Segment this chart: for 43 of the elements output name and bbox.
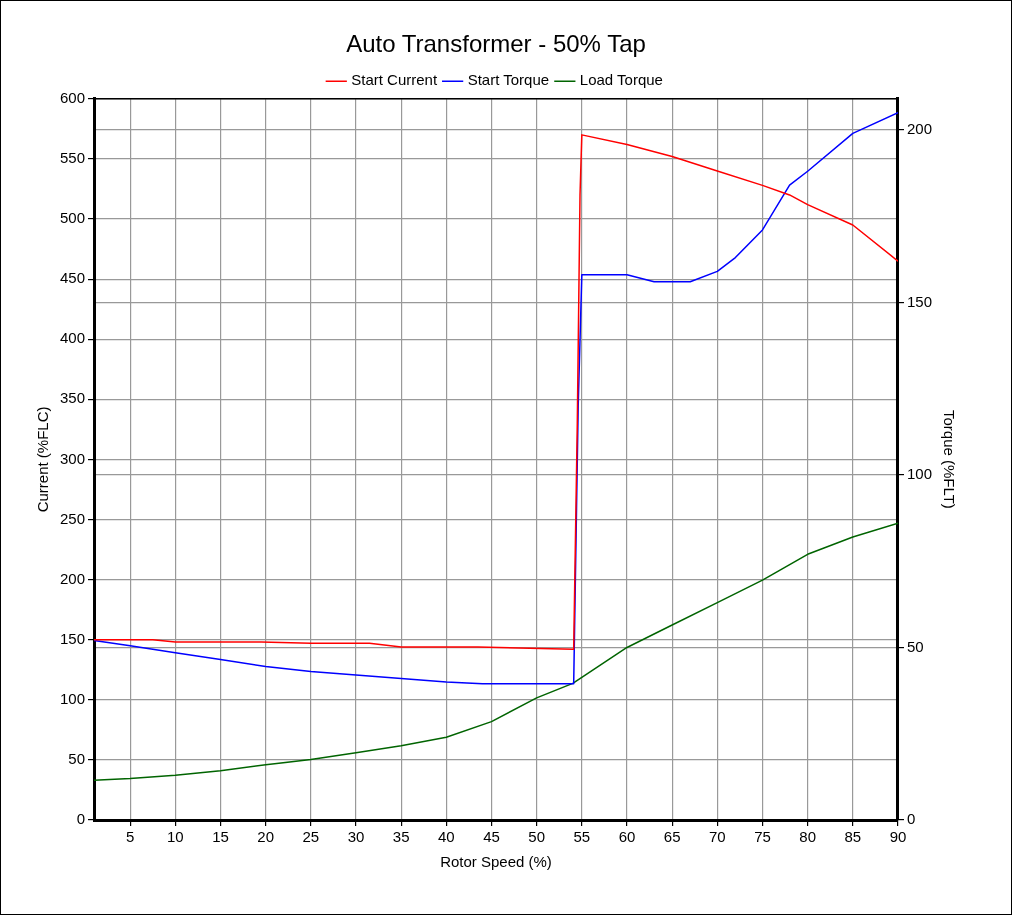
y-tick-label: 400 [60,329,86,347]
x-tick-label: 65 [663,828,681,846]
chart-title: Auto Transformer - 50% Tap [346,30,646,58]
y2-tick-label: 100 [906,465,932,483]
y2-axis-title: Torque (%FLT) [940,409,958,509]
y-tick-label: 600 [60,88,86,106]
x-tick-label: 60 [618,828,636,846]
y-tick-label: 150 [60,629,86,647]
x-tick-label: 20 [257,828,274,846]
y-tick-label: 100 [60,689,86,707]
y-tick-label: 0 [76,810,86,828]
x-tick-label: 15 [212,828,229,846]
legend-label: Start Current [351,71,438,89]
y-tick-label: 500 [60,209,86,227]
y-tick-label: 250 [60,509,86,527]
x-tick-label: 85 [844,828,862,846]
x-tick-label: 35 [392,828,410,846]
x-tick-label: 50 [528,828,545,846]
x-tick-label: 10 [166,828,184,846]
x-tick-label: 25 [302,828,320,846]
x-axis-title: Rotor Speed (%) [440,853,552,871]
x-tick-label: 75 [754,828,771,846]
x-tick-label: 30 [347,828,365,846]
x-tick-label: 70 [708,828,726,846]
y-tick-label: 450 [60,269,86,287]
legend-label: Start Torque [467,71,550,89]
y-tick-label: 50 [68,750,86,768]
x-tick-label: 80 [799,828,816,846]
y2-tick-label: 150 [906,292,932,310]
y-tick-label: 550 [60,149,86,167]
x-tick-label: 55 [573,828,591,846]
x-tick-label: 5 [125,828,135,846]
legend-label: Load Torque [579,71,663,89]
y-axis-title: Current (%FLC) [34,406,52,513]
x-tick-label: 90 [889,828,907,846]
x-tick-label: 45 [483,828,500,846]
y2-tick-label: 50 [906,637,924,655]
y2-tick-label: 0 [906,810,916,828]
y2-tick-label: 200 [906,120,932,137]
y-tick-label: 200 [60,569,86,587]
y-tick-label: 350 [60,389,86,407]
y-tick-label: 300 [60,449,86,467]
x-tick-label: 40 [437,828,455,846]
